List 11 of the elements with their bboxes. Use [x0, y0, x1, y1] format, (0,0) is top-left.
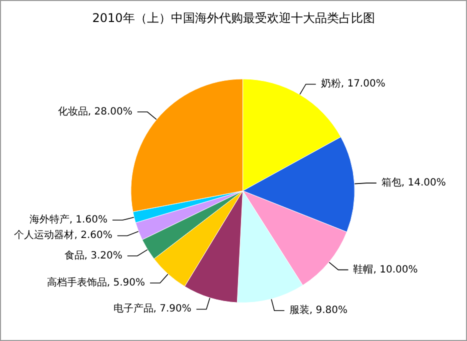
slice-label: 电子产品, 7.90%	[113, 302, 192, 315]
slice-label: 高档手表饰品, 5.90%	[46, 276, 146, 288]
slice-label: 个人运动器材, 2.60%	[14, 229, 112, 242]
slice-label: 化妆品, 28.00%	[58, 105, 132, 118]
slice-label: 食品, 3.20%	[64, 249, 122, 262]
slice-label: 箱包, 14.00%	[381, 176, 446, 189]
slice-label: 海外特产, 1.60%	[29, 214, 108, 226]
chart-title: 2010年（上）中国海外代购最受欢迎十大品类占比图	[92, 11, 375, 25]
slice-label: 奶粉, 17.00%	[320, 78, 386, 90]
slice-label: 鞋帽, 10.00%	[353, 263, 418, 276]
slice-label: 服装, 9.80%	[289, 304, 348, 316]
